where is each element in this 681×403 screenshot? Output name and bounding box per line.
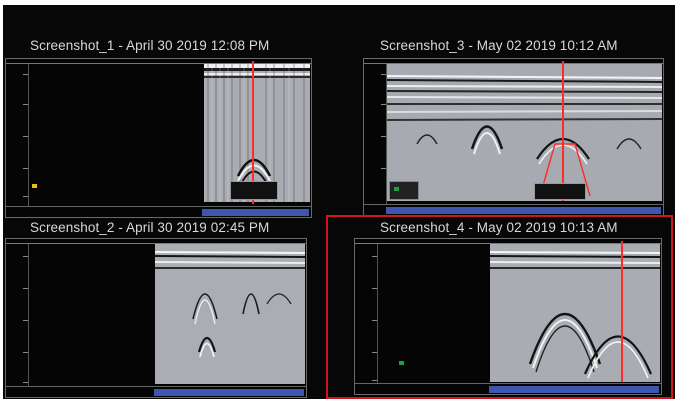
highlight-frame	[326, 215, 673, 399]
scan-progress-bar[interactable]	[489, 386, 659, 393]
gpr-scan-image	[387, 64, 662, 201]
gpr-scan-image	[490, 244, 660, 382]
screenshot-2-title: Screenshot_2 - April 30 2019 02:45 PM	[30, 220, 270, 235]
distance-ruler	[6, 59, 311, 64]
distance-ruler	[364, 59, 663, 64]
scan-progress-bar[interactable]	[154, 389, 304, 396]
scan-progress-bar[interactable]	[202, 209, 309, 216]
screenshot-3-title: Screenshot_3 - May 02 2019 10:12 AM	[380, 38, 618, 53]
depth-axis	[355, 244, 378, 384]
screenshot-1-panel[interactable]	[5, 58, 312, 218]
screenshot-4-title: Screenshot_4 - May 02 2019 10:13 AM	[380, 220, 618, 235]
position-readout	[230, 181, 278, 200]
screenshot-2-panel[interactable]	[5, 238, 307, 398]
gps-status-box	[389, 181, 419, 200]
screenshot-1-title: Screenshot_1 - April 30 2019 12:08 PM	[30, 38, 270, 53]
position-cursor-icon[interactable]	[252, 61, 254, 204]
depth-axis	[364, 64, 387, 205]
distance-ruler	[6, 239, 306, 244]
gpr-scan-image	[204, 64, 310, 202]
position-cursor-icon[interactable]	[621, 241, 623, 382]
gpr-scan-image	[155, 244, 305, 384]
gps-icon	[32, 184, 37, 188]
gps-icon	[399, 361, 404, 365]
scan-progress-bar[interactable]	[386, 207, 661, 214]
depth-axis	[6, 244, 29, 387]
screenshot-3-panel[interactable]	[363, 58, 664, 216]
position-readout	[534, 183, 586, 200]
distance-ruler	[355, 239, 661, 244]
depth-axis	[6, 64, 29, 207]
gps-icon	[394, 187, 399, 191]
position-cursor-icon[interactable]	[562, 61, 564, 201]
screenshot-4-panel[interactable]	[354, 238, 662, 395]
